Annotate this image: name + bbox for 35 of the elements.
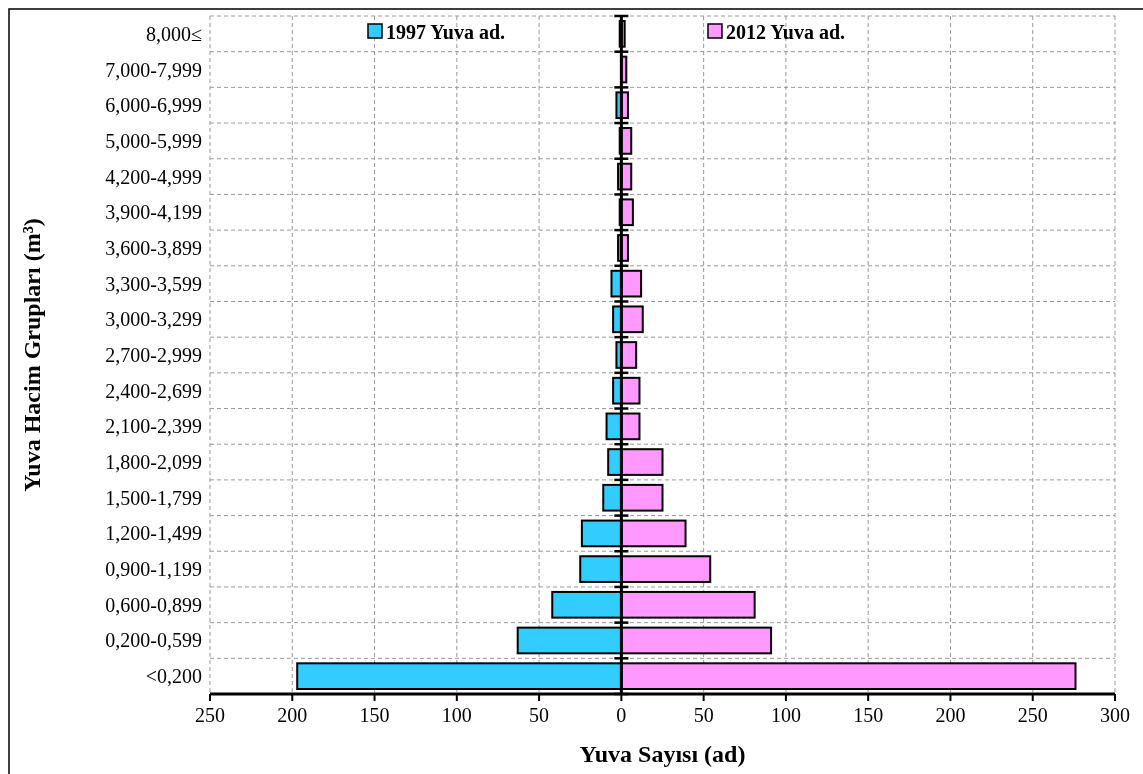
y-tick-label: 0,900-1,199 [105, 558, 202, 581]
y-tick-label: 8,000≤ [146, 22, 203, 45]
x-tick-label: 100 [770, 704, 801, 726]
x-tick-label: 200 [935, 704, 966, 726]
y-tick-label: 3,000-3,299 [105, 308, 202, 331]
x-tick-label: 0 [616, 704, 627, 726]
y-tick-label: 1,200-1,499 [105, 522, 202, 545]
x-tick-label: 100 [441, 704, 472, 726]
x-tick-label: 150 [359, 704, 390, 726]
y-tick-label: 3,300-3,599 [105, 272, 202, 295]
y-tick-label: <0,200 [145, 665, 202, 688]
y-tick-label: 4,200-4,999 [105, 165, 202, 188]
y-tick-label: 5,000-5,999 [105, 129, 202, 152]
legend-label: 1997 Yuva ad. [386, 21, 506, 43]
x-tick-label: 200 [277, 704, 308, 726]
y-tick-label: 0,200-0,599 [105, 629, 202, 652]
y-tick-label: 1,800-2,099 [105, 451, 202, 474]
legend-label: 2012 Yuva ad. [726, 21, 846, 43]
x-tick-label: 300 [1100, 704, 1130, 726]
y-axis-title: Yuva Hacim Grupları (m³) [19, 218, 45, 492]
x-tick-label: 150 [853, 704, 884, 726]
x-axis-title: Yuva Sayısı (ad) [579, 741, 746, 767]
y-tick-label: 2,700-2,999 [105, 344, 202, 366]
x-tick-label: 50 [529, 704, 550, 726]
y-tick-label: 0,600-0,899 [105, 593, 202, 616]
x-tick-label: 250 [195, 704, 225, 726]
y-tick-label: 2,400-2,699 [105, 379, 202, 402]
y-tick-label: 1,500-1,799 [105, 486, 202, 509]
x-tick-label: 250 [1017, 704, 1048, 726]
y-tick-label: 2,100-2,399 [105, 415, 202, 438]
y-tick-label: 3,600-3,899 [105, 236, 202, 259]
y-tick-label: 3,900-4,199 [105, 201, 202, 224]
y-tick-label: 6,000-6,999 [105, 94, 202, 117]
y-tick-label: 7,000-7,999 [105, 58, 202, 81]
x-tick-label: 50 [693, 704, 714, 726]
